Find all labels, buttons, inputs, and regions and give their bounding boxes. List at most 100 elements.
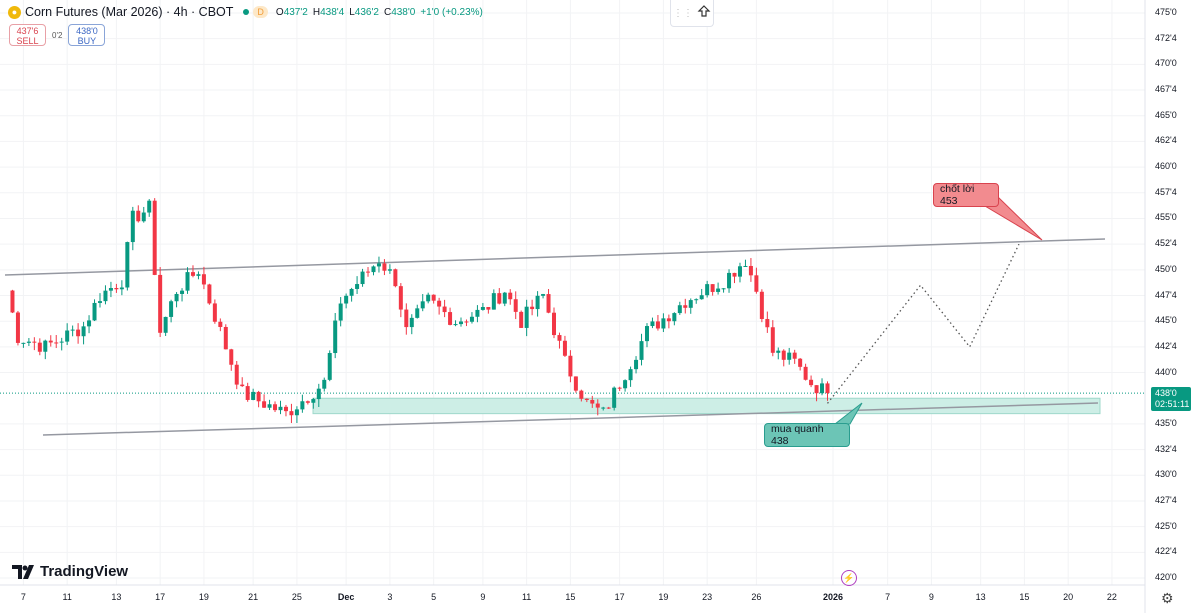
time-axis-label: 17: [614, 592, 625, 602]
candle-body: [65, 330, 70, 342]
price-axis-label: 455'0: [1155, 212, 1177, 223]
candle-body: [294, 409, 299, 416]
candle-body: [130, 210, 135, 243]
candle-body: [360, 271, 365, 285]
candle-body: [519, 311, 524, 328]
candle-body: [798, 358, 803, 367]
time-axis-label: 15: [565, 592, 576, 602]
price-axis-label: 470'0: [1155, 58, 1177, 69]
candle-body: [437, 300, 442, 307]
buy-zone-callout[interactable]: mua quanh 438: [764, 423, 850, 447]
candle-body: [316, 388, 321, 400]
price-axis-label: 450'0: [1155, 263, 1177, 274]
settings-gear-icon[interactable]: ⚙: [1161, 590, 1174, 606]
price-axis-label: 445'0: [1155, 315, 1177, 326]
candle-body: [81, 326, 86, 337]
candle-body: [480, 307, 485, 310]
candle-body: [26, 341, 31, 343]
time-axis-label: Dec: [337, 592, 355, 602]
candle-body: [289, 411, 294, 416]
candle-body: [475, 309, 480, 317]
candle-body: [207, 284, 212, 304]
tradingview-logo[interactable]: TradingView: [12, 563, 128, 580]
candle-body: [174, 293, 179, 302]
arrow-up-icon[interactable]: [697, 4, 711, 23]
candle-body: [530, 306, 535, 310]
candle-body: [787, 352, 792, 360]
time-axis-label: 11: [62, 592, 72, 602]
candle-body: [825, 383, 830, 394]
candle-body: [300, 401, 305, 410]
candle-body: [541, 294, 546, 296]
candle-body: [305, 401, 310, 403]
candle-body: [158, 274, 163, 333]
candle-body: [634, 359, 639, 370]
candle-body: [125, 242, 130, 288]
price-axis-label: 440'0: [1155, 366, 1177, 377]
candle-body: [333, 320, 338, 354]
candle-body: [442, 306, 447, 313]
price-axis-label: 435'0: [1155, 417, 1177, 428]
candle-body: [469, 316, 474, 322]
price-axis-label: 420'0: [1155, 572, 1177, 582]
time-axis-label: 5: [431, 592, 437, 602]
candle-body: [535, 295, 540, 310]
time-axis-label: 26: [751, 592, 762, 602]
candle-body: [185, 272, 190, 291]
candle-body: [212, 303, 217, 322]
candle-body: [431, 294, 436, 301]
ohlc-change: +1'0 (+0.23%): [420, 6, 483, 18]
candle-body: [70, 329, 75, 331]
candle-body: [15, 312, 20, 343]
lightning-icon[interactable]: ⚡: [841, 570, 857, 586]
candle-body: [114, 288, 119, 290]
candle-body: [655, 321, 660, 329]
candle-body: [349, 288, 354, 296]
candle-body: [497, 293, 502, 304]
time-axis-label: 17: [155, 592, 166, 602]
candle-body: [108, 288, 113, 291]
spread-value: 0'2: [52, 30, 63, 40]
candle-body: [710, 284, 715, 292]
candle-body: [650, 321, 655, 327]
candle-body: [639, 341, 644, 360]
symbol-title[interactable]: Corn Futures (Mar 2026) · 4h · CBOT: [25, 5, 234, 19]
time-axis-label: 3: [387, 592, 393, 602]
take-profit-callout[interactable]: chốt lời 453: [933, 183, 999, 207]
price-axis-label: 475'0: [1155, 7, 1177, 17]
buy-button[interactable]: 438'0 BUY: [68, 24, 106, 46]
candle-body: [92, 302, 97, 321]
price-axis-label: 457'4: [1155, 186, 1177, 197]
candle-body: [10, 290, 15, 313]
sell-button[interactable]: 437'6 SELL: [9, 24, 46, 46]
candle-body: [552, 312, 556, 336]
market-status-icon: [243, 9, 250, 15]
candle-body: [54, 342, 59, 344]
candle-body: [103, 290, 108, 302]
candle-body: [37, 342, 42, 352]
candle-body: [732, 272, 737, 277]
candle-body: [606, 407, 611, 409]
candle-body: [229, 349, 234, 365]
candle-body: [59, 341, 64, 343]
drag-handle-icon[interactable]: ⋮⋮: [673, 7, 693, 19]
candle-body: [683, 305, 688, 308]
candle-body: [617, 387, 622, 389]
candle-body: [557, 335, 562, 341]
candle-body: [524, 306, 529, 328]
candle-body: [770, 327, 775, 353]
price-axis-label: 462'4: [1155, 135, 1177, 146]
corn-symbol-icon: ●: [8, 5, 21, 19]
candle-body: [803, 366, 808, 380]
candle-body: [283, 406, 288, 412]
candle-body: [234, 364, 239, 385]
candle-body: [251, 391, 256, 400]
time-axis-label: 2026: [822, 592, 843, 602]
candle-body: [393, 269, 398, 287]
candle-body: [595, 403, 600, 408]
price-axis-label: 472'4: [1155, 32, 1177, 43]
time-axis-label: 19: [658, 592, 669, 602]
candle-body: [568, 355, 573, 377]
candle-body: [759, 291, 764, 319]
